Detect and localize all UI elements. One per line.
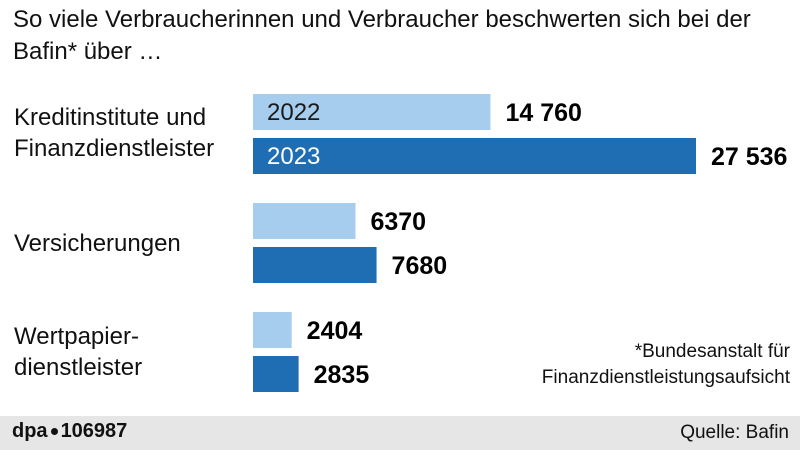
bar-versicherungen-2022: [253, 203, 356, 239]
value-label-versicherungen-2023: 7680: [392, 252, 448, 280]
footer-bar: dpa 106987 Quelle: Bafin: [0, 416, 800, 450]
legend-label-2023: 2023: [267, 143, 320, 170]
bar-versicherungen-2023: [253, 247, 377, 283]
value-label-kreditinstitute-und-finanzdienstleister-2023: 27 536: [711, 143, 787, 171]
dot-icon: [50, 428, 58, 435]
chart-title: So viele Verbraucherinnen und Verbrauche…: [13, 6, 751, 65]
value-label-wertpapier-dienstleister-2023: 2835: [314, 361, 370, 389]
footnote: *Bundesanstalt für Finanzdienstleistungs…: [541, 341, 790, 388]
value-label-wertpapier-dienstleister-2022: 2404: [307, 317, 363, 345]
source-label: Quelle: Bafin: [680, 422, 789, 443]
legend-label-2022: 2022: [267, 99, 320, 126]
category-label-kreditinstitute: Kreditinstitute und Finanzdienstleister: [14, 104, 215, 162]
category-label-wertpapierdienstleister: Wertpapier- dienstleister: [14, 323, 143, 381]
value-label-versicherungen-2022: 6370: [370, 208, 426, 236]
agency-name: dpa: [12, 420, 48, 442]
bar-kreditinstitute-und-finanzdienstleister-2022: [253, 94, 491, 130]
graphic-id: 106987: [60, 420, 128, 442]
bar-wertpapier-dienstleister-2023: [253, 356, 299, 392]
bar-chart: 14 760 2022 27 536 2023 6370 7680 2404 2835: [253, 94, 787, 392]
bar-kreditinstitute-und-finanzdienstleister-2023: [253, 138, 696, 174]
bar-wertpapier-dienstleister-2022: [253, 312, 292, 348]
category-label-versicherungen: Versicherungen: [14, 230, 181, 257]
dpa-logo: dpa 106987: [12, 420, 127, 443]
value-label-kreditinstitute-und-finanzdienstleister-2022: 14 760: [505, 99, 581, 127]
